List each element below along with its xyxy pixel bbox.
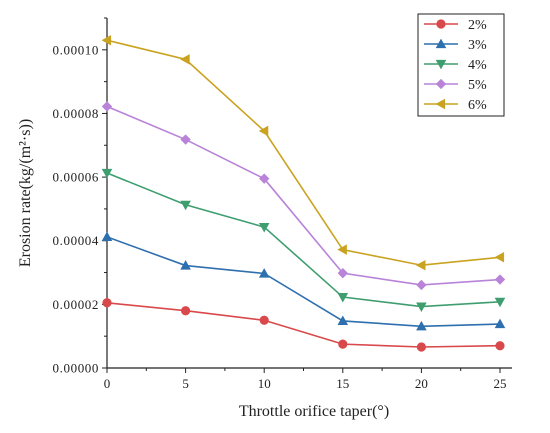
legend-item: 6% xyxy=(424,98,487,113)
data-point xyxy=(416,279,427,291)
y-tick-label: 0.00004 xyxy=(53,233,99,248)
legend-item: 2% xyxy=(424,18,487,33)
legend-label: 6% xyxy=(468,98,487,113)
data-point xyxy=(337,292,349,303)
x-tick-label: 25 xyxy=(494,376,507,391)
legend-item: 3% xyxy=(424,38,487,53)
legend-label: 3% xyxy=(468,38,487,53)
data-point xyxy=(259,315,269,325)
y-axis-title: Erosion rate(kg/(m²·s)) xyxy=(17,119,34,267)
data-point xyxy=(101,231,113,241)
data-point xyxy=(180,134,191,145)
data-point xyxy=(337,268,348,279)
data-point xyxy=(416,302,427,313)
data-point xyxy=(416,320,427,331)
series-line xyxy=(106,172,501,308)
series-line xyxy=(106,39,501,267)
series-line xyxy=(106,301,501,348)
data-point xyxy=(495,341,505,351)
x-ticks: 0 5 10 15 20 25 xyxy=(104,368,507,391)
legend-label: 2% xyxy=(468,18,487,33)
y-tick-label: 0.00010 xyxy=(53,42,99,57)
data-point xyxy=(494,297,506,308)
y-tick-label: 0.00006 xyxy=(53,170,99,185)
legend-marker xyxy=(435,98,446,110)
series-3% xyxy=(101,231,506,331)
x-axis-title: Throttle orifice taper(°) xyxy=(239,403,389,420)
data-point xyxy=(101,101,113,112)
data-point xyxy=(258,125,269,137)
x-tick-label: 5 xyxy=(182,376,189,391)
data-point xyxy=(338,339,348,349)
series-5% xyxy=(101,101,506,291)
data-point xyxy=(416,342,426,352)
y-tick-label: 0.00002 xyxy=(53,297,99,312)
x-tick-label: 20 xyxy=(415,376,428,391)
y-ticks: 0.00000 0.00002 0.00004 0.00006 0.00008 0.000… xyxy=(53,17,107,376)
series-6% xyxy=(101,34,505,271)
series-layer xyxy=(101,34,506,352)
data-point xyxy=(494,274,506,285)
data-point xyxy=(494,251,505,263)
data-point xyxy=(101,34,112,46)
legend-item: 4% xyxy=(424,58,487,73)
data-point xyxy=(415,259,426,271)
legend-marker xyxy=(435,59,447,70)
data-point xyxy=(258,222,270,233)
series-2% xyxy=(102,298,505,352)
x-tick-label: 10 xyxy=(258,376,271,391)
y-tick-label: 0.00008 xyxy=(53,106,99,121)
legend-marker xyxy=(435,78,447,90)
legend-label: 5% xyxy=(468,78,487,93)
plot-frame xyxy=(106,18,512,369)
data-point xyxy=(337,244,347,255)
x-tick-label: 0 xyxy=(104,376,111,391)
data-point xyxy=(102,298,112,308)
legend-item: 5% xyxy=(424,78,487,93)
x-tick-label: 15 xyxy=(336,376,349,391)
legend-marker xyxy=(435,38,447,49)
series-4% xyxy=(101,168,506,313)
legend-label: 4% xyxy=(468,58,487,73)
y-tick-label: 0.00000 xyxy=(53,361,99,376)
legend-box xyxy=(417,13,505,117)
data-point xyxy=(180,200,191,211)
data-point xyxy=(258,268,270,278)
data-point xyxy=(259,173,270,184)
legend-marker xyxy=(436,19,446,29)
data-point xyxy=(180,54,190,65)
data-point xyxy=(101,168,113,179)
series-line xyxy=(106,236,501,328)
data-point xyxy=(337,315,349,325)
legend: 2% 3% 4% 5% 6% xyxy=(417,13,505,117)
series-line xyxy=(106,105,501,286)
data-point xyxy=(181,306,191,316)
data-point xyxy=(494,318,506,329)
data-point xyxy=(180,260,191,270)
